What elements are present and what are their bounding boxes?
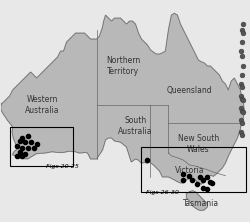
- Text: South
Australia: South Australia: [118, 116, 153, 136]
- Text: Northern
Territory: Northern Territory: [106, 56, 141, 76]
- Polygon shape: [1, 13, 244, 184]
- Text: Victoria: Victoria: [175, 166, 204, 175]
- Bar: [142, 147, 246, 192]
- Text: Western
Australia: Western Australia: [26, 95, 60, 115]
- Polygon shape: [186, 191, 207, 210]
- Text: Tasmania: Tasmania: [183, 199, 220, 208]
- Text: Figs 20-25: Figs 20-25: [46, 164, 78, 169]
- Bar: [10, 127, 72, 166]
- Text: Queensland: Queensland: [166, 85, 212, 95]
- Text: New South
Wales: New South Wales: [178, 134, 219, 154]
- Text: Figs 26-30: Figs 26-30: [146, 190, 178, 195]
